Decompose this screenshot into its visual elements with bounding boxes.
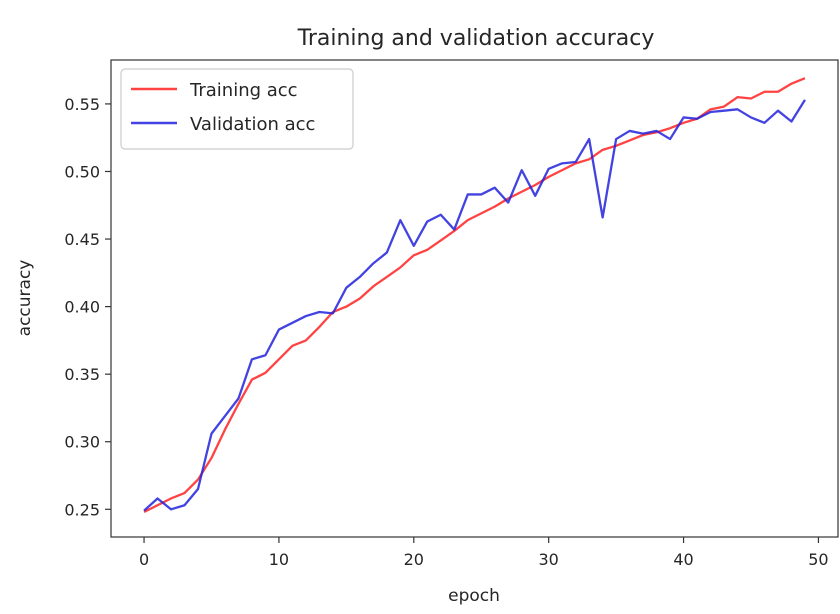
- legend-label-training: Training acc: [189, 80, 298, 101]
- legend: Training acc Validation acc: [120, 68, 354, 150]
- plot-area-frame: [110, 59, 839, 538]
- legend-box: [120, 68, 354, 150]
- y-tick-label: 0.30: [64, 433, 100, 452]
- legend-label-validation: Validation acc: [190, 114, 315, 135]
- x-tick-label: 0: [139, 550, 149, 569]
- x-axis-label: epoch: [448, 586, 500, 606]
- plot-content: [143, 77, 806, 514]
- x-tick-label: 20: [404, 550, 424, 569]
- chart-title: Training and validation accuracy: [297, 26, 655, 51]
- x-tick-label: 10: [269, 550, 289, 569]
- x-tick-label: 40: [673, 550, 693, 569]
- x-tick-label: 30: [539, 550, 559, 569]
- x-tick-label: 50: [808, 550, 828, 569]
- y-tick-label: 0.50: [64, 162, 100, 181]
- y-tick-label: 0.55: [64, 95, 100, 114]
- series-line-validation-acc: [143, 99, 806, 512]
- y-tick-label: 0.40: [64, 298, 100, 317]
- y-axis-label: accuracy: [15, 260, 35, 337]
- y-tick-label: 0.25: [64, 500, 100, 519]
- y-tick-label: 0.35: [64, 365, 100, 384]
- y-tick-label: 0.45: [64, 230, 100, 249]
- axis-ticks: 0 10 20 30 40 50 0.25 0.30 0.35 0.40 0.45 0.50 0.55: [64, 95, 828, 569]
